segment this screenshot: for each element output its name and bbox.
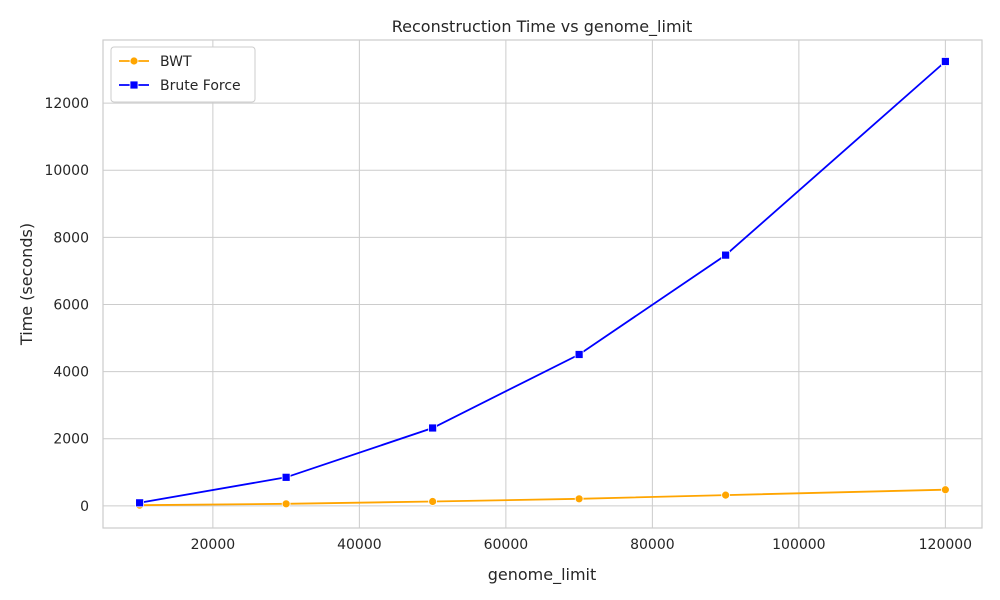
data-point-bwt <box>721 490 731 500</box>
legend: BWT Brute Force <box>110 46 256 103</box>
data-point-brute-force <box>721 250 731 260</box>
y-tick-label: 2000 <box>53 432 89 448</box>
legend-item-brute-force: Brute Force <box>119 78 241 94</box>
data-point-brute-force <box>940 57 950 66</box>
x-axis-ticks: 20000 40000 60000 80000 100000 120000 <box>191 537 973 553</box>
x-axis-label: genome_limit <box>488 565 597 585</box>
chart-title: Reconstruction Time vs genome_limit <box>392 17 693 37</box>
y-tick-label: 8000 <box>53 230 89 246</box>
series-line-bwt <box>139 488 946 507</box>
legend-label-brute-force: Brute Force <box>160 78 241 94</box>
legend-marker-bwt <box>129 56 139 66</box>
series-line-brute-force <box>139 60 946 504</box>
x-tick-label: 80000 <box>630 537 675 553</box>
plot-frame <box>102 39 983 529</box>
y-tick-label: 0 <box>80 499 89 515</box>
data-point-bwt <box>281 499 291 509</box>
x-tick-label: 40000 <box>337 537 382 553</box>
data-point-brute-force <box>428 423 438 433</box>
y-axis-ticks: 0 2000 4000 6000 8000 10000 12000 <box>44 96 89 515</box>
data-point-bwt <box>940 485 950 495</box>
y-tick-label: 6000 <box>53 297 89 313</box>
data-point-bwt <box>428 497 438 506</box>
y-tick-label: 4000 <box>53 365 89 381</box>
data-point-brute-force <box>281 472 291 482</box>
legend-marker-brute-force <box>129 80 139 90</box>
y-tick-label: 12000 <box>44 96 89 112</box>
x-tick-label: 60000 <box>484 537 529 553</box>
x-tick-label: 120000 <box>919 537 972 553</box>
data-point-bwt <box>574 494 584 504</box>
grid <box>103 40 982 528</box>
y-tick-label: 10000 <box>44 163 89 179</box>
legend-label-bwt: BWT <box>160 54 192 70</box>
data-point-brute-force <box>574 350 584 359</box>
legend-item-bwt: BWT <box>119 54 192 70</box>
x-tick-label: 100000 <box>772 537 825 553</box>
y-axis-label: Time (seconds) <box>17 223 36 346</box>
series-layer <box>135 57 950 510</box>
data-point-brute-force <box>135 498 145 508</box>
x-tick-label: 20000 <box>191 537 236 553</box>
